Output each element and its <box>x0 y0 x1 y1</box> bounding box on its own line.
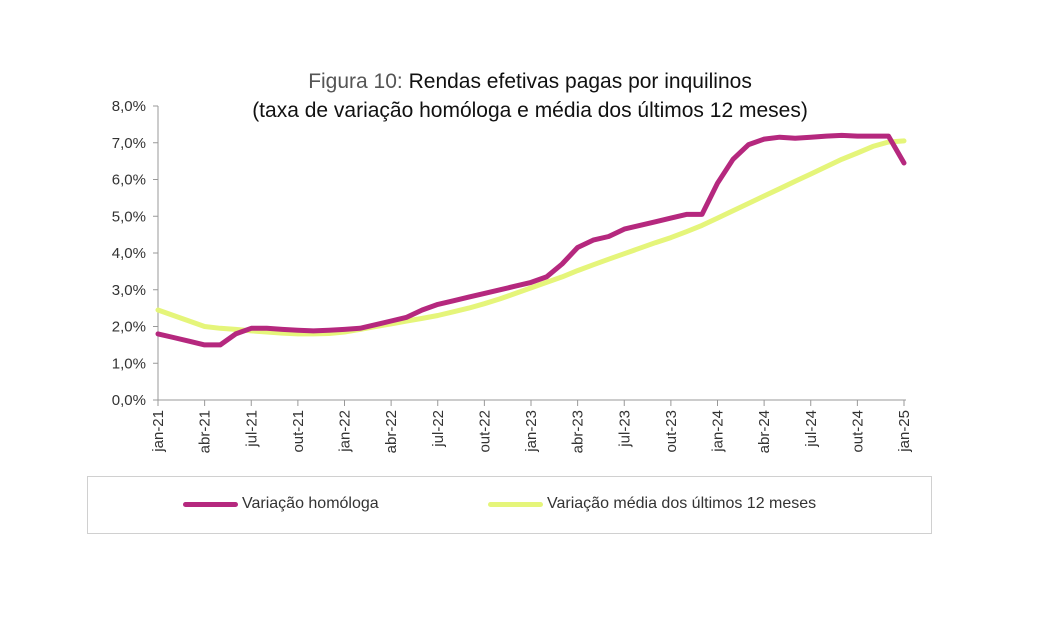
series-line-variacao-media <box>155 138 907 337</box>
x-tick-label: jul-23 <box>616 410 633 448</box>
x-tick-label: jan-21 <box>150 410 167 453</box>
x-tick-label: out-24 <box>849 410 866 453</box>
x-tick-label: abr-23 <box>570 410 587 453</box>
y-tick-label: 5,0% <box>112 208 146 225</box>
x-tick-label: abr-24 <box>756 410 773 453</box>
x-tick-label: abr-22 <box>383 410 400 453</box>
y-tick-label: 3,0% <box>112 282 146 299</box>
x-tick-label: jul-24 <box>803 410 820 448</box>
legend-item-variacao-media: Variação média dos últimos 12 meses <box>488 495 816 513</box>
x-tick-label: jul-22 <box>430 410 447 448</box>
chart-title: Figura 10: Rendas efetivas pagas por inq… <box>150 68 910 96</box>
x-tick-label: out-22 <box>476 410 493 453</box>
legend-swatch-variacao-media <box>488 501 543 507</box>
series-line-variacao-homologa <box>155 132 907 348</box>
legend-label-variacao-homologa: Variação homóloga <box>242 495 379 512</box>
x-tick-label: out-21 <box>290 410 307 453</box>
x-tick-label: jan-23 <box>523 410 540 453</box>
y-tick-label: 6,0% <box>112 172 146 189</box>
legend-item-variacao-homologa: Variação homóloga <box>183 495 379 513</box>
x-tick-label: jul-21 <box>243 410 260 448</box>
x-tick-label: out-23 <box>663 410 680 453</box>
legend-label-variacao-media: Variação média dos últimos 12 meses <box>547 495 817 512</box>
legend-swatch-variacao-homologa <box>183 501 238 507</box>
x-tick-label: abr-21 <box>197 410 214 453</box>
y-tick-label: 8,0% <box>112 98 146 115</box>
y-tick-label: 7,0% <box>112 135 146 152</box>
chart-subtitle: (taxa de variação homóloga e média dos ú… <box>252 99 808 122</box>
y-tick-label: 2,0% <box>112 319 146 336</box>
x-tick-label: jan-22 <box>337 410 354 453</box>
x-tick-label: jan-24 <box>710 410 727 453</box>
legend: Variação homóloga Variação média dos últ… <box>87 476 932 534</box>
chart-title-main: Rendas efetivas pagas por inquilinos <box>408 70 752 93</box>
chart-title-prefix: Figura 10: <box>308 70 403 93</box>
y-tick-label: 1,0% <box>112 355 146 372</box>
x-tick-label: jan-25 <box>896 410 913 453</box>
y-tick-label: 4,0% <box>112 245 146 262</box>
y-tick-label: 0,0% <box>112 392 146 409</box>
